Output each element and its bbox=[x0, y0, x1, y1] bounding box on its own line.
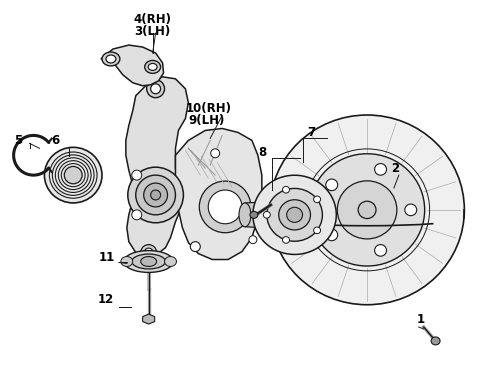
Text: 12: 12 bbox=[98, 293, 114, 306]
Polygon shape bbox=[245, 201, 289, 229]
Ellipse shape bbox=[337, 181, 397, 239]
Text: 11: 11 bbox=[99, 251, 115, 264]
Ellipse shape bbox=[405, 204, 417, 216]
Ellipse shape bbox=[431, 337, 440, 345]
Ellipse shape bbox=[144, 183, 168, 207]
Ellipse shape bbox=[374, 164, 386, 175]
Text: 3(LH): 3(LH) bbox=[134, 25, 171, 38]
Ellipse shape bbox=[208, 190, 242, 224]
Ellipse shape bbox=[144, 60, 161, 74]
Ellipse shape bbox=[141, 244, 156, 261]
Text: 2: 2 bbox=[391, 162, 399, 175]
Polygon shape bbox=[143, 314, 155, 324]
Ellipse shape bbox=[144, 248, 153, 257]
Ellipse shape bbox=[239, 203, 251, 227]
Ellipse shape bbox=[148, 64, 157, 70]
Text: 1: 1 bbox=[417, 313, 425, 326]
Ellipse shape bbox=[124, 251, 173, 273]
Ellipse shape bbox=[374, 244, 386, 256]
Ellipse shape bbox=[283, 237, 289, 243]
Text: 7: 7 bbox=[308, 126, 316, 139]
Ellipse shape bbox=[136, 175, 176, 215]
Text: 9(LH): 9(LH) bbox=[188, 114, 225, 127]
Ellipse shape bbox=[151, 84, 161, 94]
Ellipse shape bbox=[310, 154, 425, 266]
Ellipse shape bbox=[211, 149, 220, 158]
Ellipse shape bbox=[270, 115, 464, 305]
Ellipse shape bbox=[313, 196, 321, 203]
Ellipse shape bbox=[279, 200, 311, 230]
Ellipse shape bbox=[165, 256, 177, 266]
Ellipse shape bbox=[132, 210, 142, 220]
Text: 10(RH): 10(RH) bbox=[185, 102, 231, 115]
Polygon shape bbox=[101, 45, 164, 86]
Ellipse shape bbox=[147, 80, 165, 98]
Ellipse shape bbox=[253, 175, 336, 254]
Ellipse shape bbox=[132, 170, 142, 180]
Ellipse shape bbox=[250, 211, 258, 218]
Ellipse shape bbox=[106, 55, 116, 63]
Ellipse shape bbox=[128, 167, 183, 223]
Ellipse shape bbox=[358, 201, 376, 219]
Ellipse shape bbox=[102, 52, 120, 66]
Polygon shape bbox=[126, 77, 188, 258]
Text: 4(RH): 4(RH) bbox=[133, 13, 172, 26]
Ellipse shape bbox=[132, 254, 166, 269]
Polygon shape bbox=[176, 129, 262, 259]
Text: 5: 5 bbox=[13, 134, 22, 147]
Ellipse shape bbox=[121, 256, 133, 266]
Ellipse shape bbox=[313, 227, 321, 234]
Ellipse shape bbox=[264, 211, 270, 218]
Text: 8: 8 bbox=[258, 146, 266, 159]
Ellipse shape bbox=[191, 242, 200, 251]
Ellipse shape bbox=[141, 256, 156, 266]
Text: 6: 6 bbox=[51, 134, 60, 147]
Ellipse shape bbox=[249, 236, 257, 244]
Ellipse shape bbox=[283, 186, 289, 193]
Ellipse shape bbox=[199, 181, 251, 233]
Ellipse shape bbox=[45, 147, 102, 203]
Ellipse shape bbox=[287, 207, 302, 223]
Ellipse shape bbox=[326, 179, 338, 191]
Ellipse shape bbox=[326, 229, 338, 241]
Ellipse shape bbox=[64, 166, 82, 184]
Ellipse shape bbox=[151, 190, 161, 200]
Ellipse shape bbox=[267, 188, 323, 241]
